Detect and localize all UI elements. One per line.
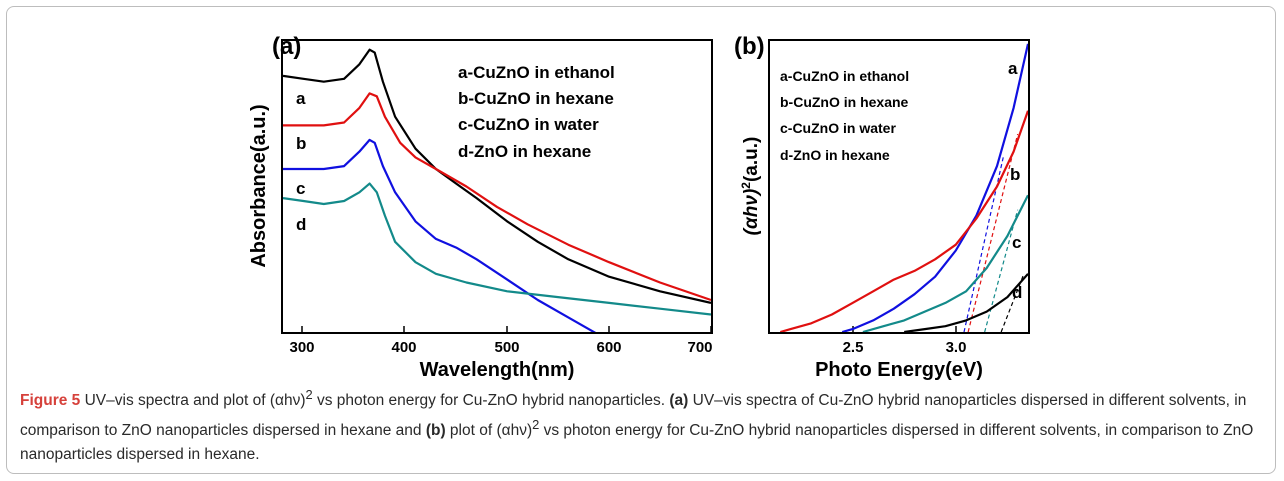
panel-b-series-line-d	[904, 273, 1028, 332]
panel-a-tick-label: 400	[391, 339, 416, 356]
panel-a-tick-label: 300	[289, 339, 314, 356]
panel-a-series-line-d	[283, 182, 711, 316]
caption-panel-ref-a: (a)	[669, 392, 689, 410]
panel-b-y-axis-sup: 2	[739, 182, 753, 189]
panel-b-curve-label-c: c	[1012, 233, 1021, 252]
panel-b-legend-entry: c-CuZnO in water	[780, 120, 896, 136]
panel-b-y-axis-title: (αhν)2(a.u.)	[739, 137, 762, 236]
panel-a-tick-label: 600	[596, 339, 621, 356]
panel-a-y-axis-title: Absorbance(a.u.)	[248, 104, 270, 267]
panel-b-series-line-a	[841, 43, 1028, 332]
panel-a-axes-frame	[281, 39, 713, 334]
panel-a-label: (a)	[272, 33, 301, 60]
panel-b-curve-label-a: a	[1008, 59, 1018, 78]
panel-b-legend-entry: d-ZnO in hexane	[780, 147, 890, 163]
figure-svg: (a) 300 400 500 600 700 Wavelength(nm) A…	[248, 33, 1030, 380]
caption-superscript: 2	[305, 387, 313, 402]
panel-b-y-axis-suffix: (a.u.)	[741, 137, 762, 182]
panel-b-series-group	[780, 43, 1028, 332]
figure-frame	[6, 6, 1276, 474]
panel-a-legend-entry: c-CuZnO in water	[458, 115, 599, 134]
caption-panel-ref-b: (b)	[425, 422, 446, 440]
panel-a-curve-label-d: d	[296, 215, 306, 234]
caption-text: vs photon energy for Cu-ZnO hybrid nanop…	[312, 392, 670, 410]
panel-b-series-line-b	[780, 110, 1028, 332]
caption-text: vs photon energy for Cu-ZnO hybrid nanop…	[20, 422, 1254, 464]
panel-b: (b) 2.5 3.0 Photo Energy(eV) (αhν)2(a.u.…	[734, 33, 1030, 380]
panel-b-y-axis-prefix: (αhν)	[741, 189, 762, 236]
panel-a-x-ticks	[301, 326, 712, 333]
panel-a-tick-label: 700	[687, 339, 712, 356]
panel-a-curve-label-c: c	[296, 179, 305, 198]
figure-caption: Figure 5 UV–vis spectra and plot of (αhν…	[20, 383, 1270, 467]
figure-number: Figure 5	[20, 392, 81, 410]
caption-text: UV–vis spectra of Cu-ZnO hybrid nanopart…	[20, 392, 1247, 440]
panel-b-tangent-line-b	[967, 133, 1019, 332]
panel-a-legend-entry: b-CuZnO in hexane	[458, 89, 614, 108]
caption-superscript: 2	[532, 417, 540, 433]
panel-b-legend-entry: b-CuZnO in hexane	[780, 94, 909, 110]
caption-text: UV–vis spectra and plot of (αhν)	[80, 392, 306, 410]
panel-a-series-group	[283, 48, 711, 332]
panel-b-x-axis-title: Photo Energy(eV)	[815, 359, 983, 380]
panel-a-series-line-b	[283, 92, 711, 302]
panel-b-tick-label: 3.0	[946, 339, 967, 356]
panel-a-curve-label-b: b	[296, 134, 306, 153]
panel-a-legend-entry: a-CuZnO in ethanol	[458, 63, 615, 82]
caption-text: plot of (αhν)	[445, 422, 533, 440]
panel-b-legend-entry: a-CuZnO in ethanol	[780, 68, 909, 84]
panel-b-label: (b)	[734, 33, 765, 60]
panel-b-series-line-c	[862, 194, 1028, 332]
panel-b-tangent-line-c	[984, 209, 1019, 332]
panel-a-series-line-c	[283, 138, 597, 332]
panel-a-curve-label-a: a	[296, 89, 306, 108]
panel-a-series-line-a	[283, 48, 711, 304]
panel-b-tick-label: 2.5	[843, 339, 864, 356]
panel-b-curve-label-d: d	[1012, 283, 1022, 302]
panel-a-tick-label: 500	[494, 339, 519, 356]
panel-a-x-axis-title: Wavelength(nm)	[420, 359, 575, 380]
panel-a: (a) 300 400 500 600 700 Wavelength(nm) A…	[248, 33, 713, 380]
panel-a-legend-entry: d-ZnO in hexane	[458, 142, 591, 161]
panel-b-axes-frame	[768, 39, 1030, 334]
panel-b-curve-label-b: b	[1010, 165, 1020, 184]
